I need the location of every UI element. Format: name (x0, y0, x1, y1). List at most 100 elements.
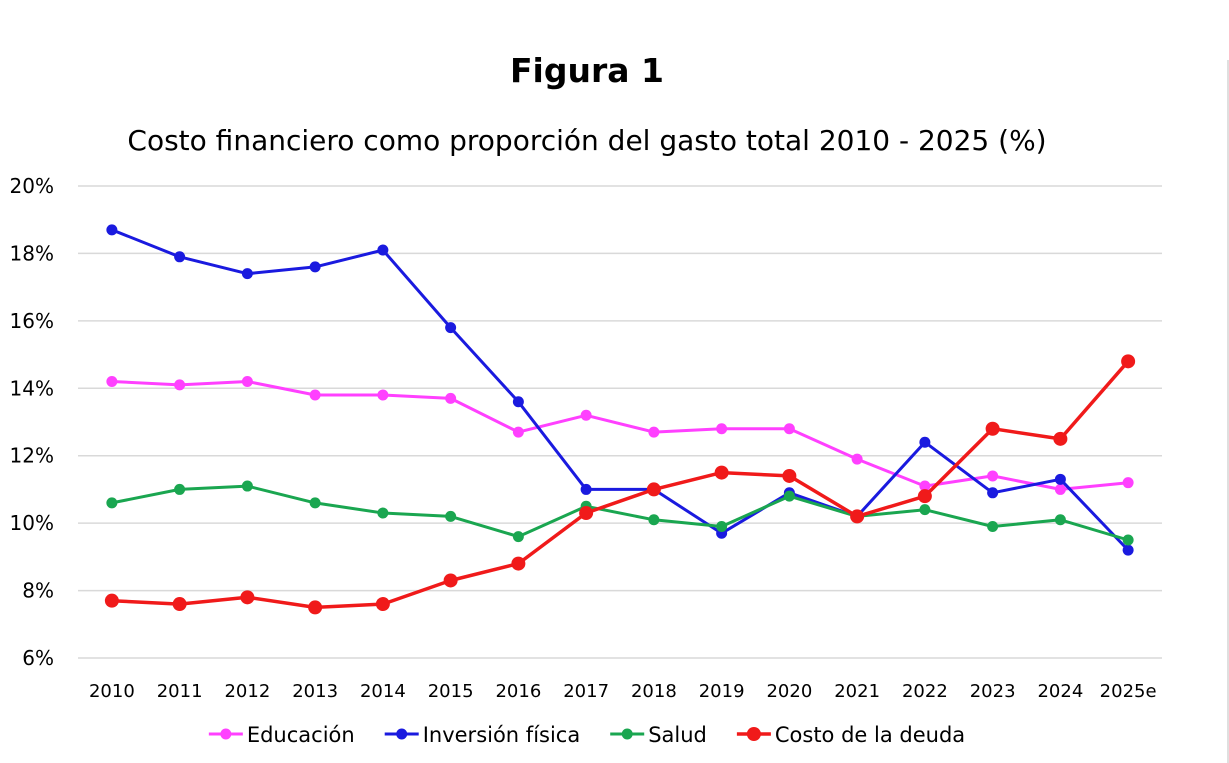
data-point (714, 465, 729, 480)
data-point (1121, 354, 1136, 369)
x-tick-label: 2015 (428, 681, 474, 702)
x-axis: 2010 2011 2012 2013 2014 2015 2016 2017 2018 2019… (89, 681, 1157, 702)
data-point (851, 453, 863, 465)
data-point (104, 593, 119, 608)
data-point (309, 389, 321, 401)
x-tick-label: 2017 (563, 681, 609, 702)
y-axis: 20% 18% 16% 14% 12% 10% 8% 6% (10, 174, 54, 670)
x-tick-label: 2020 (766, 681, 812, 702)
legend-label: Costo de la deuda (775, 723, 965, 747)
data-point (919, 480, 931, 492)
data-point (443, 573, 458, 588)
data-point (648, 514, 660, 526)
data-point (716, 423, 728, 435)
data-point (375, 597, 390, 612)
data-point (1053, 431, 1068, 446)
legend-marker (396, 728, 408, 740)
data-point (309, 497, 321, 509)
series-costo-de-la-deuda (104, 354, 1136, 615)
x-tick-label: 2025e (1100, 681, 1157, 702)
x-tick-label: 2014 (360, 681, 406, 702)
legend-marker (621, 728, 633, 740)
data-point (445, 392, 457, 404)
data-point (511, 556, 526, 571)
x-tick-label: 2021 (834, 681, 880, 702)
data-point (648, 426, 660, 438)
data-point (1122, 544, 1134, 556)
legend-item-inversion-fisica: Inversión física (384, 723, 581, 747)
data-point (987, 487, 999, 499)
data-point (850, 509, 865, 524)
data-point (106, 497, 118, 509)
y-tick-label: 16% (10, 309, 54, 333)
y-tick-label: 6% (22, 646, 54, 670)
data-point (377, 244, 389, 256)
series-line (111, 228, 1130, 552)
chart-title: Costo financiero como proporción del gas… (127, 124, 1046, 157)
data-point (987, 521, 999, 533)
data-point (106, 376, 118, 388)
data-point (782, 468, 797, 483)
data-point (106, 224, 118, 236)
y-tick-label: 18% (10, 241, 54, 265)
data-point (512, 396, 524, 408)
legend-marker (220, 728, 232, 740)
data-point (1054, 514, 1066, 526)
data-point (580, 483, 592, 495)
data-point (172, 597, 187, 612)
data-point (919, 504, 931, 516)
legend-item-educacion: Educación (208, 723, 355, 747)
data-point (987, 470, 999, 482)
series-inversion-fisica (106, 224, 1134, 556)
data-point (1122, 534, 1134, 546)
y-tick-label: 10% (10, 511, 54, 535)
x-tick-label: 2012 (224, 681, 270, 702)
x-tick-label: 2010 (89, 681, 135, 702)
y-tick-label: 12% (10, 444, 54, 468)
data-point (783, 423, 795, 435)
series-educacion (106, 376, 1134, 495)
data-point (579, 506, 594, 521)
legend-item-salud: Salud (610, 723, 707, 747)
data-point (580, 409, 592, 421)
data-point (1054, 483, 1066, 495)
x-tick-label: 2013 (292, 681, 338, 702)
x-tick-label: 2019 (699, 681, 745, 702)
data-point (646, 482, 661, 497)
data-point (1122, 477, 1134, 489)
legend-label: Educación (247, 723, 355, 747)
legend-item-costo-de-la-deuda: Costo de la deuda (736, 723, 965, 747)
x-tick-label: 2023 (970, 681, 1016, 702)
data-point (241, 480, 253, 492)
data-point (377, 389, 389, 401)
legend-label: Salud (648, 723, 707, 747)
data-point (512, 426, 524, 438)
x-tick-label: 2016 (495, 681, 541, 702)
data-point (783, 490, 795, 502)
data-point (174, 483, 186, 495)
data-point (377, 507, 389, 519)
data-point (1054, 473, 1066, 485)
data-point (308, 600, 323, 615)
data-point (716, 521, 728, 533)
data-point (917, 489, 932, 504)
data-point (512, 531, 524, 543)
data-point (445, 510, 457, 522)
x-tick-label: 2018 (631, 681, 677, 702)
legend-marker (746, 727, 761, 741)
x-tick-label: 2022 (902, 681, 948, 702)
y-tick-label: 8% (22, 579, 54, 603)
grid (78, 185, 1162, 659)
legend-label: Inversión física (423, 723, 581, 747)
data-point (174, 379, 186, 391)
plot-area (104, 224, 1136, 615)
series-line (111, 360, 1130, 610)
data-point (174, 251, 186, 263)
data-point (445, 322, 457, 334)
series-line (111, 484, 1129, 542)
x-tick-label: 2024 (1037, 681, 1083, 702)
y-tick-label: 14% (10, 376, 54, 400)
y-tick-label: 20% (10, 174, 54, 198)
legend: Educación Inversión física Salud Costo de l… (208, 723, 965, 747)
data-point (985, 421, 1000, 436)
